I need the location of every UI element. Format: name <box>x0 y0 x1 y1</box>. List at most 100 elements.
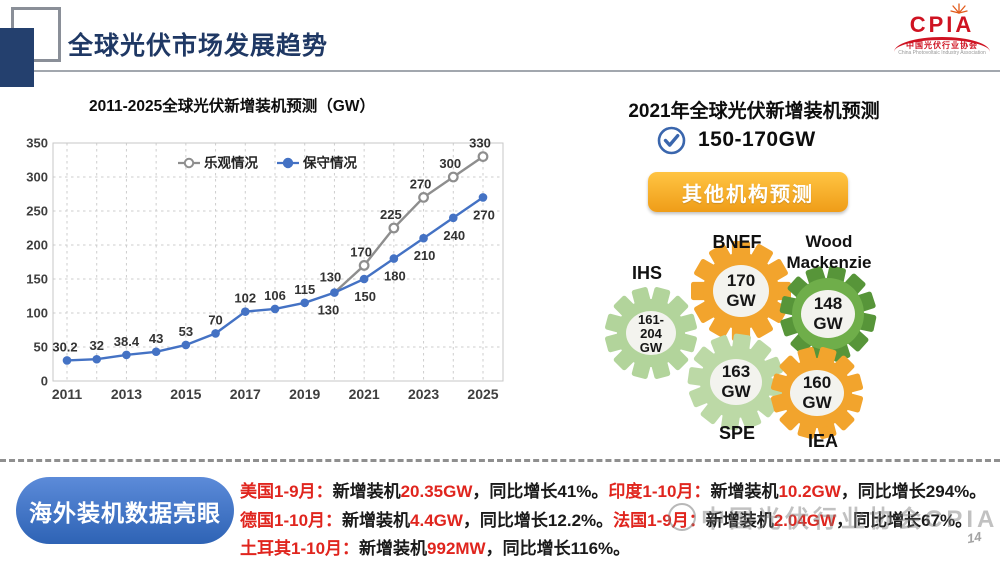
sunburst-icon <box>950 3 968 14</box>
highlight-segment: 法国1-9月： <box>613 510 706 530</box>
highlight-line: 土耳其1-10月：新增装机992MW，同比增长116%。 <box>240 535 998 562</box>
conservative-point <box>181 340 191 350</box>
logo-acronym: CPIA <box>909 12 975 37</box>
optimistic-point <box>418 191 429 203</box>
optimistic-point <box>358 259 370 271</box>
gear-value: 204 <box>640 326 662 341</box>
optimistic-point <box>477 151 489 162</box>
conservative-point <box>240 307 250 316</box>
gear-inner <box>713 265 769 317</box>
gear-value: GW <box>802 393 832 412</box>
cpia-logo: CPIA 中国光伏行业协会 China Photovoltaic Industr… <box>886 2 998 68</box>
gear-org-label: Wood <box>806 232 853 251</box>
gear-inner <box>801 290 855 338</box>
conservative-point <box>62 356 72 365</box>
highlight-segment: 新增装机 <box>342 510 411 530</box>
gear-value: GW <box>726 291 756 310</box>
overseas-badge: 海外装机数据亮眼 <box>16 477 234 544</box>
highlight-segment: 2.04GW <box>773 510 837 530</box>
dashed-separator <box>0 459 1000 462</box>
gear-value: 170 <box>727 271 755 290</box>
data-label: 38.4 <box>114 334 140 349</box>
highlight-segment: 土耳其1-10月： <box>240 539 360 558</box>
header-divider <box>34 70 1000 72</box>
conservative-point <box>92 354 102 364</box>
y-axis-tick: 150 <box>26 272 48 287</box>
gear-value: GW <box>813 314 843 333</box>
conservative-point <box>122 350 131 360</box>
gear-org-label: BNEF <box>713 232 762 252</box>
chart-title: 2011-2025全球光伏新增装机预测（GW） <box>89 98 375 115</box>
highlight-segment: 20.35GW <box>400 482 473 501</box>
highlight-line: 美国1-9月：新增装机20.35GW，同比增长41%。印度1-10月：新增装机1… <box>240 478 998 507</box>
data-label: 270 <box>473 207 495 222</box>
data-label: 130 <box>318 303 340 318</box>
x-axis-tick: 2013 <box>111 386 142 402</box>
data-label: 300 <box>439 156 461 171</box>
data-label: 30.2 <box>52 339 77 354</box>
pv-forecast-chart: 0 50 100 150 200 250 300 350 2011 2013 2015 2017 201… <box>26 136 504 402</box>
x-axis-tick: 2011 <box>52 386 83 402</box>
gear-org-label: IHS <box>632 263 662 283</box>
legend-marker <box>282 157 294 169</box>
highlight-segment: 新增装机 <box>359 539 428 558</box>
highlight-segment: ，同比增长294%。 <box>840 482 987 501</box>
data-label: 70 <box>208 312 222 327</box>
data-label: 102 <box>234 291 256 306</box>
legend-label: 乐观情况 <box>204 155 258 171</box>
optimistic-point <box>447 171 459 183</box>
data-label: 170 <box>350 244 372 259</box>
highlight-segment: ，同比增长41%。 <box>472 482 609 501</box>
y-axis-tick: 200 <box>26 238 48 253</box>
data-label: 150 <box>354 289 376 304</box>
conservative-point <box>270 304 280 314</box>
gear-org-label: SPE <box>719 423 755 443</box>
highlight-segment: ，同比增长116%。 <box>485 539 631 558</box>
highlight-segment: 新增装机 <box>710 482 779 501</box>
gear-inner <box>710 359 762 405</box>
legend-marker <box>183 157 195 169</box>
data-label: 32 <box>89 338 103 353</box>
y-axis-tick: 250 <box>26 204 48 219</box>
conservative-point <box>389 254 399 263</box>
gear-value: 161- <box>638 312 664 327</box>
gear-org-label: IEA <box>808 431 838 451</box>
highlight-segment: 10.2GW <box>778 482 841 501</box>
data-label: 270 <box>410 176 432 191</box>
gear-value: 163 <box>722 362 750 381</box>
highlight-segment: ，同比增长12.2%。 <box>462 510 614 530</box>
gear-org-label: Mackenzie <box>786 253 871 272</box>
page-number: 14 <box>965 528 983 547</box>
highlight-segment: 992MW <box>427 539 486 558</box>
forecast-value: 150-170GW <box>698 128 816 151</box>
highlight-segment: 新增装机 <box>332 482 401 501</box>
gear-inner <box>626 311 676 355</box>
conservative-point <box>211 329 220 338</box>
x-axis-tick: 2023 <box>408 386 439 402</box>
highlight-segment: 德国1-10月： <box>240 510 343 530</box>
data-label: 106 <box>264 288 286 303</box>
optimistic-line <box>333 155 484 294</box>
x-axis-tick: 2015 <box>170 386 201 402</box>
gear-value: GW <box>640 340 663 355</box>
gear-inner <box>790 370 844 416</box>
x-axis-tick: 2019 <box>289 386 320 402</box>
gear-value: 148 <box>814 294 842 313</box>
highlight-segment: 4.4GW <box>410 510 463 530</box>
y-axis-tick: 350 <box>26 136 48 151</box>
data-label: 53 <box>179 324 193 339</box>
data-label: 225 <box>380 207 402 222</box>
legend-label: 保守情况 <box>302 155 357 171</box>
y-axis-tick: 300 <box>26 170 48 185</box>
conservative-point <box>330 288 339 297</box>
logo-arc <box>894 37 990 52</box>
highlight-segment: 新增装机 <box>705 510 774 530</box>
highlight-segment: 美国1-9月： <box>240 482 333 501</box>
gear-bnef: 170GW <box>691 241 791 341</box>
data-label: 180 <box>384 269 406 284</box>
data-label: 130 <box>320 270 342 285</box>
